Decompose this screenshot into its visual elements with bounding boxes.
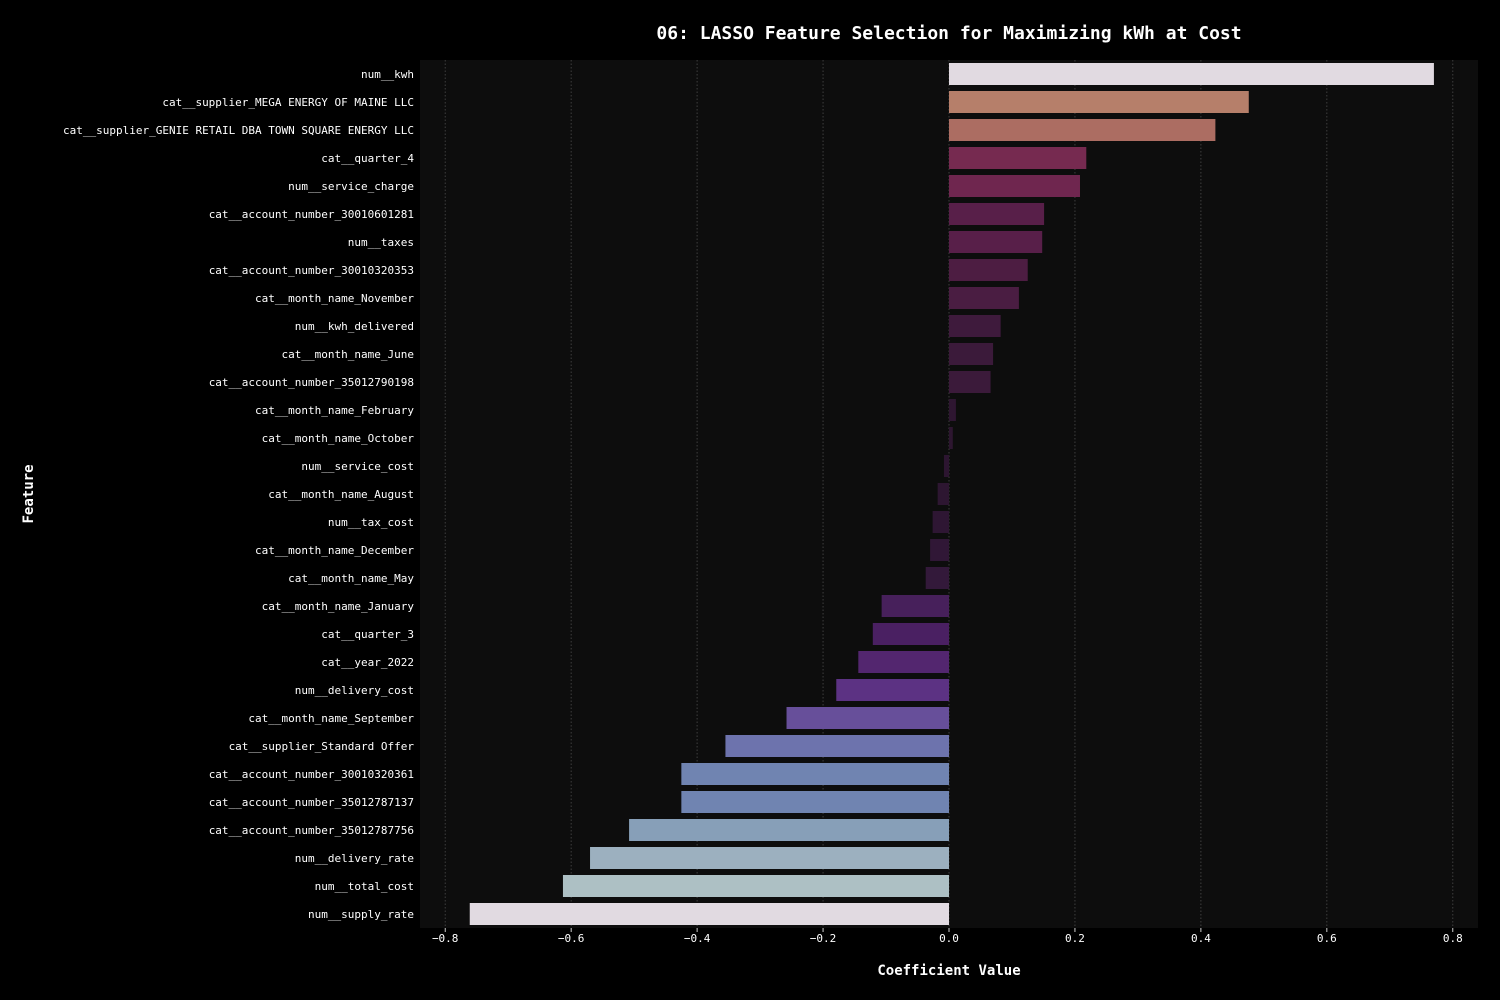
category-label: cat__account_number_35012790198 <box>209 376 414 389</box>
x-tick-label: −0.8 <box>432 932 459 945</box>
category-label: cat__quarter_4 <box>321 152 414 165</box>
x-tick-label: 0.6 <box>1317 932 1337 945</box>
category-label: cat__account_number_30010601281 <box>209 208 414 221</box>
category-label: cat__month_name_January <box>262 600 415 613</box>
category-label: num__service_cost <box>301 460 414 473</box>
bar <box>858 651 949 673</box>
category-label: cat__supplier_GENIE RETAIL DBA TOWN SQUA… <box>63 124 414 137</box>
category-label: cat__month_name_December <box>255 544 414 557</box>
category-label: cat__account_number_35012787137 <box>209 796 414 809</box>
x-tick-label: −0.2 <box>810 932 837 945</box>
bar <box>949 343 994 365</box>
x-tick-label: 0.2 <box>1065 932 1085 945</box>
category-label: num__tax_cost <box>328 516 414 529</box>
bar <box>881 595 949 617</box>
category-label: num__kwh_delivered <box>295 320 414 333</box>
category-label: cat__account_number_30010320361 <box>209 768 414 781</box>
bar <box>949 91 1249 113</box>
bar <box>725 735 949 757</box>
x-tick-label: −0.6 <box>558 932 585 945</box>
bar <box>930 539 949 561</box>
bar <box>932 511 949 533</box>
bar <box>949 175 1080 197</box>
category-label: cat__account_number_30010320353 <box>209 264 414 277</box>
bar <box>949 427 953 449</box>
category-label: cat__month_name_October <box>262 432 415 445</box>
category-label: cat__month_name_November <box>255 292 414 305</box>
x-tick-labels: −0.8 −0.6 −0.4 −0.2 0.0 0.2 0.4 0.6 0.8 <box>432 928 1463 945</box>
x-axis-label: Coefficient Value <box>877 963 1020 979</box>
bar <box>681 763 949 785</box>
chart-title: 06: LASSO Feature Selection for Maximizi… <box>656 23 1241 44</box>
category-label: cat__quarter_3 <box>321 628 414 641</box>
bar <box>943 455 949 477</box>
bar <box>949 147 1087 169</box>
bar <box>681 791 949 813</box>
bar <box>949 63 1434 85</box>
category-label: cat__month_name_August <box>268 488 414 501</box>
category-label: cat__month_name_February <box>255 404 414 417</box>
category-label: num__supply_rate <box>308 908 414 921</box>
x-tick-label: 0.8 <box>1443 932 1463 945</box>
category-label: num__delivery_rate <box>295 852 414 865</box>
bar <box>949 315 1001 337</box>
bar <box>836 679 949 701</box>
bar <box>872 623 949 645</box>
bar <box>949 371 991 393</box>
bar <box>925 567 949 589</box>
bars <box>469 63 1434 925</box>
category-label: cat__account_number_35012787756 <box>209 824 414 837</box>
bar <box>949 287 1019 309</box>
category-label: num__total_cost <box>315 880 414 893</box>
category-label: num__delivery_cost <box>295 684 414 697</box>
category-label: cat__supplier_Standard Offer <box>229 740 415 753</box>
bar <box>562 875 949 897</box>
bar <box>469 903 949 925</box>
y-axis-label: Feature <box>21 464 37 523</box>
bar <box>590 847 949 869</box>
bar <box>786 707 949 729</box>
bar <box>949 119 1216 141</box>
bar <box>949 259 1028 281</box>
bar <box>949 231 1043 253</box>
category-label: cat__month_name_May <box>288 572 414 585</box>
x-tick-label: 0.4 <box>1191 932 1211 945</box>
category-label: cat__supplier_MEGA ENERGY OF MAINE LLC <box>162 96 414 109</box>
bar <box>937 483 949 505</box>
x-tick-label: 0.0 <box>939 932 959 945</box>
category-label: cat__month_name_September <box>248 712 414 725</box>
bar <box>629 819 949 841</box>
bar <box>949 399 956 421</box>
category-label: num__service_charge <box>288 180 414 193</box>
category-labels: num__kwh cat__supplier_MEGA ENERGY OF MAI… <box>63 68 414 921</box>
x-tick-label: −0.4 <box>684 932 711 945</box>
bar <box>949 203 1045 225</box>
category-label: num__kwh <box>361 68 414 81</box>
category-label: cat__month_name_June <box>282 348 414 361</box>
category-label: num__taxes <box>348 236 414 249</box>
category-label: cat__year_2022 <box>321 656 414 669</box>
